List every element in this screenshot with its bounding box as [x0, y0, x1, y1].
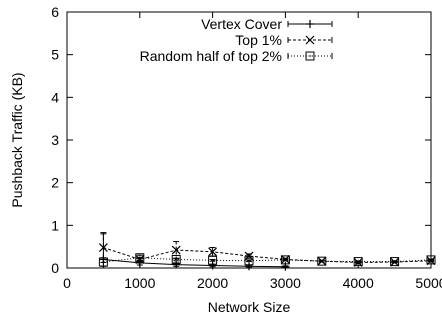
- square-marker: [305, 51, 315, 61]
- legend-label: Top 1%: [235, 32, 282, 48]
- y-tick-label: 3: [51, 132, 59, 148]
- square-marker: [98, 257, 108, 267]
- x-tick-label: 3000: [270, 275, 301, 291]
- data-point: [244, 251, 254, 261]
- cross-marker-b: [208, 247, 218, 257]
- series-plus: [99, 233, 290, 271]
- series-line: [103, 258, 286, 268]
- error-bar: [136, 254, 143, 261]
- data-point: [244, 256, 254, 266]
- data-point: [172, 260, 181, 269]
- square-marker: [317, 256, 327, 266]
- square-marker: [353, 257, 363, 267]
- square-marker: [426, 255, 436, 265]
- y-tick-label: 1: [51, 217, 59, 233]
- x-axis-label: Network Size: [208, 299, 291, 315]
- data-point: [98, 257, 108, 267]
- y-tick-label: 2: [51, 175, 59, 191]
- y-tick-label: 0: [51, 260, 59, 276]
- square-marker: [171, 254, 181, 264]
- series-cross: [98, 232, 436, 267]
- cross-marker-b: [171, 245, 181, 255]
- x-tick-label: 1000: [124, 275, 155, 291]
- y-tick-label: 5: [51, 47, 59, 63]
- data-point: [171, 245, 181, 255]
- square-marker: [244, 256, 254, 266]
- square-marker: [208, 255, 218, 265]
- legend-marker: [305, 35, 315, 45]
- cross-marker-b: [98, 243, 108, 252]
- data-point: [426, 255, 436, 265]
- data-point: [135, 253, 145, 263]
- data-point: [353, 257, 363, 267]
- square-marker: [390, 257, 400, 267]
- series-line: [103, 247, 432, 263]
- error-bar: [173, 257, 180, 262]
- legend-marker: [305, 51, 315, 61]
- data-point: [208, 247, 218, 257]
- legend-marker: [306, 20, 314, 28]
- data-point: [98, 243, 108, 252]
- series-square: [98, 253, 436, 267]
- legend-label: Vertex Cover: [201, 16, 282, 32]
- x-tick-label: 4000: [343, 275, 374, 291]
- data-point: [317, 256, 327, 266]
- x-tick-label: 0: [63, 275, 71, 291]
- square-marker: [280, 255, 290, 265]
- cross-marker-b: [244, 251, 254, 261]
- y-tick-label: 6: [51, 4, 59, 20]
- series-layer: [98, 232, 436, 271]
- error-bar: [100, 232, 107, 263]
- data-point: [208, 261, 217, 270]
- data-point: [245, 262, 253, 271]
- data-point: [208, 255, 218, 265]
- series-line: [103, 257, 432, 263]
- data-point: [171, 254, 181, 264]
- x-tick-label: 2000: [197, 275, 228, 291]
- y-axis-label: Pushback Traffic (KB): [9, 72, 25, 207]
- data-point: [280, 255, 290, 265]
- legend-label: Random half of top 2%: [140, 48, 282, 64]
- y-axis: 0 1 2 3 4 5 6: [51, 4, 431, 276]
- square-marker: [135, 253, 145, 263]
- data-point: [390, 257, 400, 267]
- y-tick-label: 4: [51, 89, 59, 105]
- cross-marker-b: [305, 35, 315, 45]
